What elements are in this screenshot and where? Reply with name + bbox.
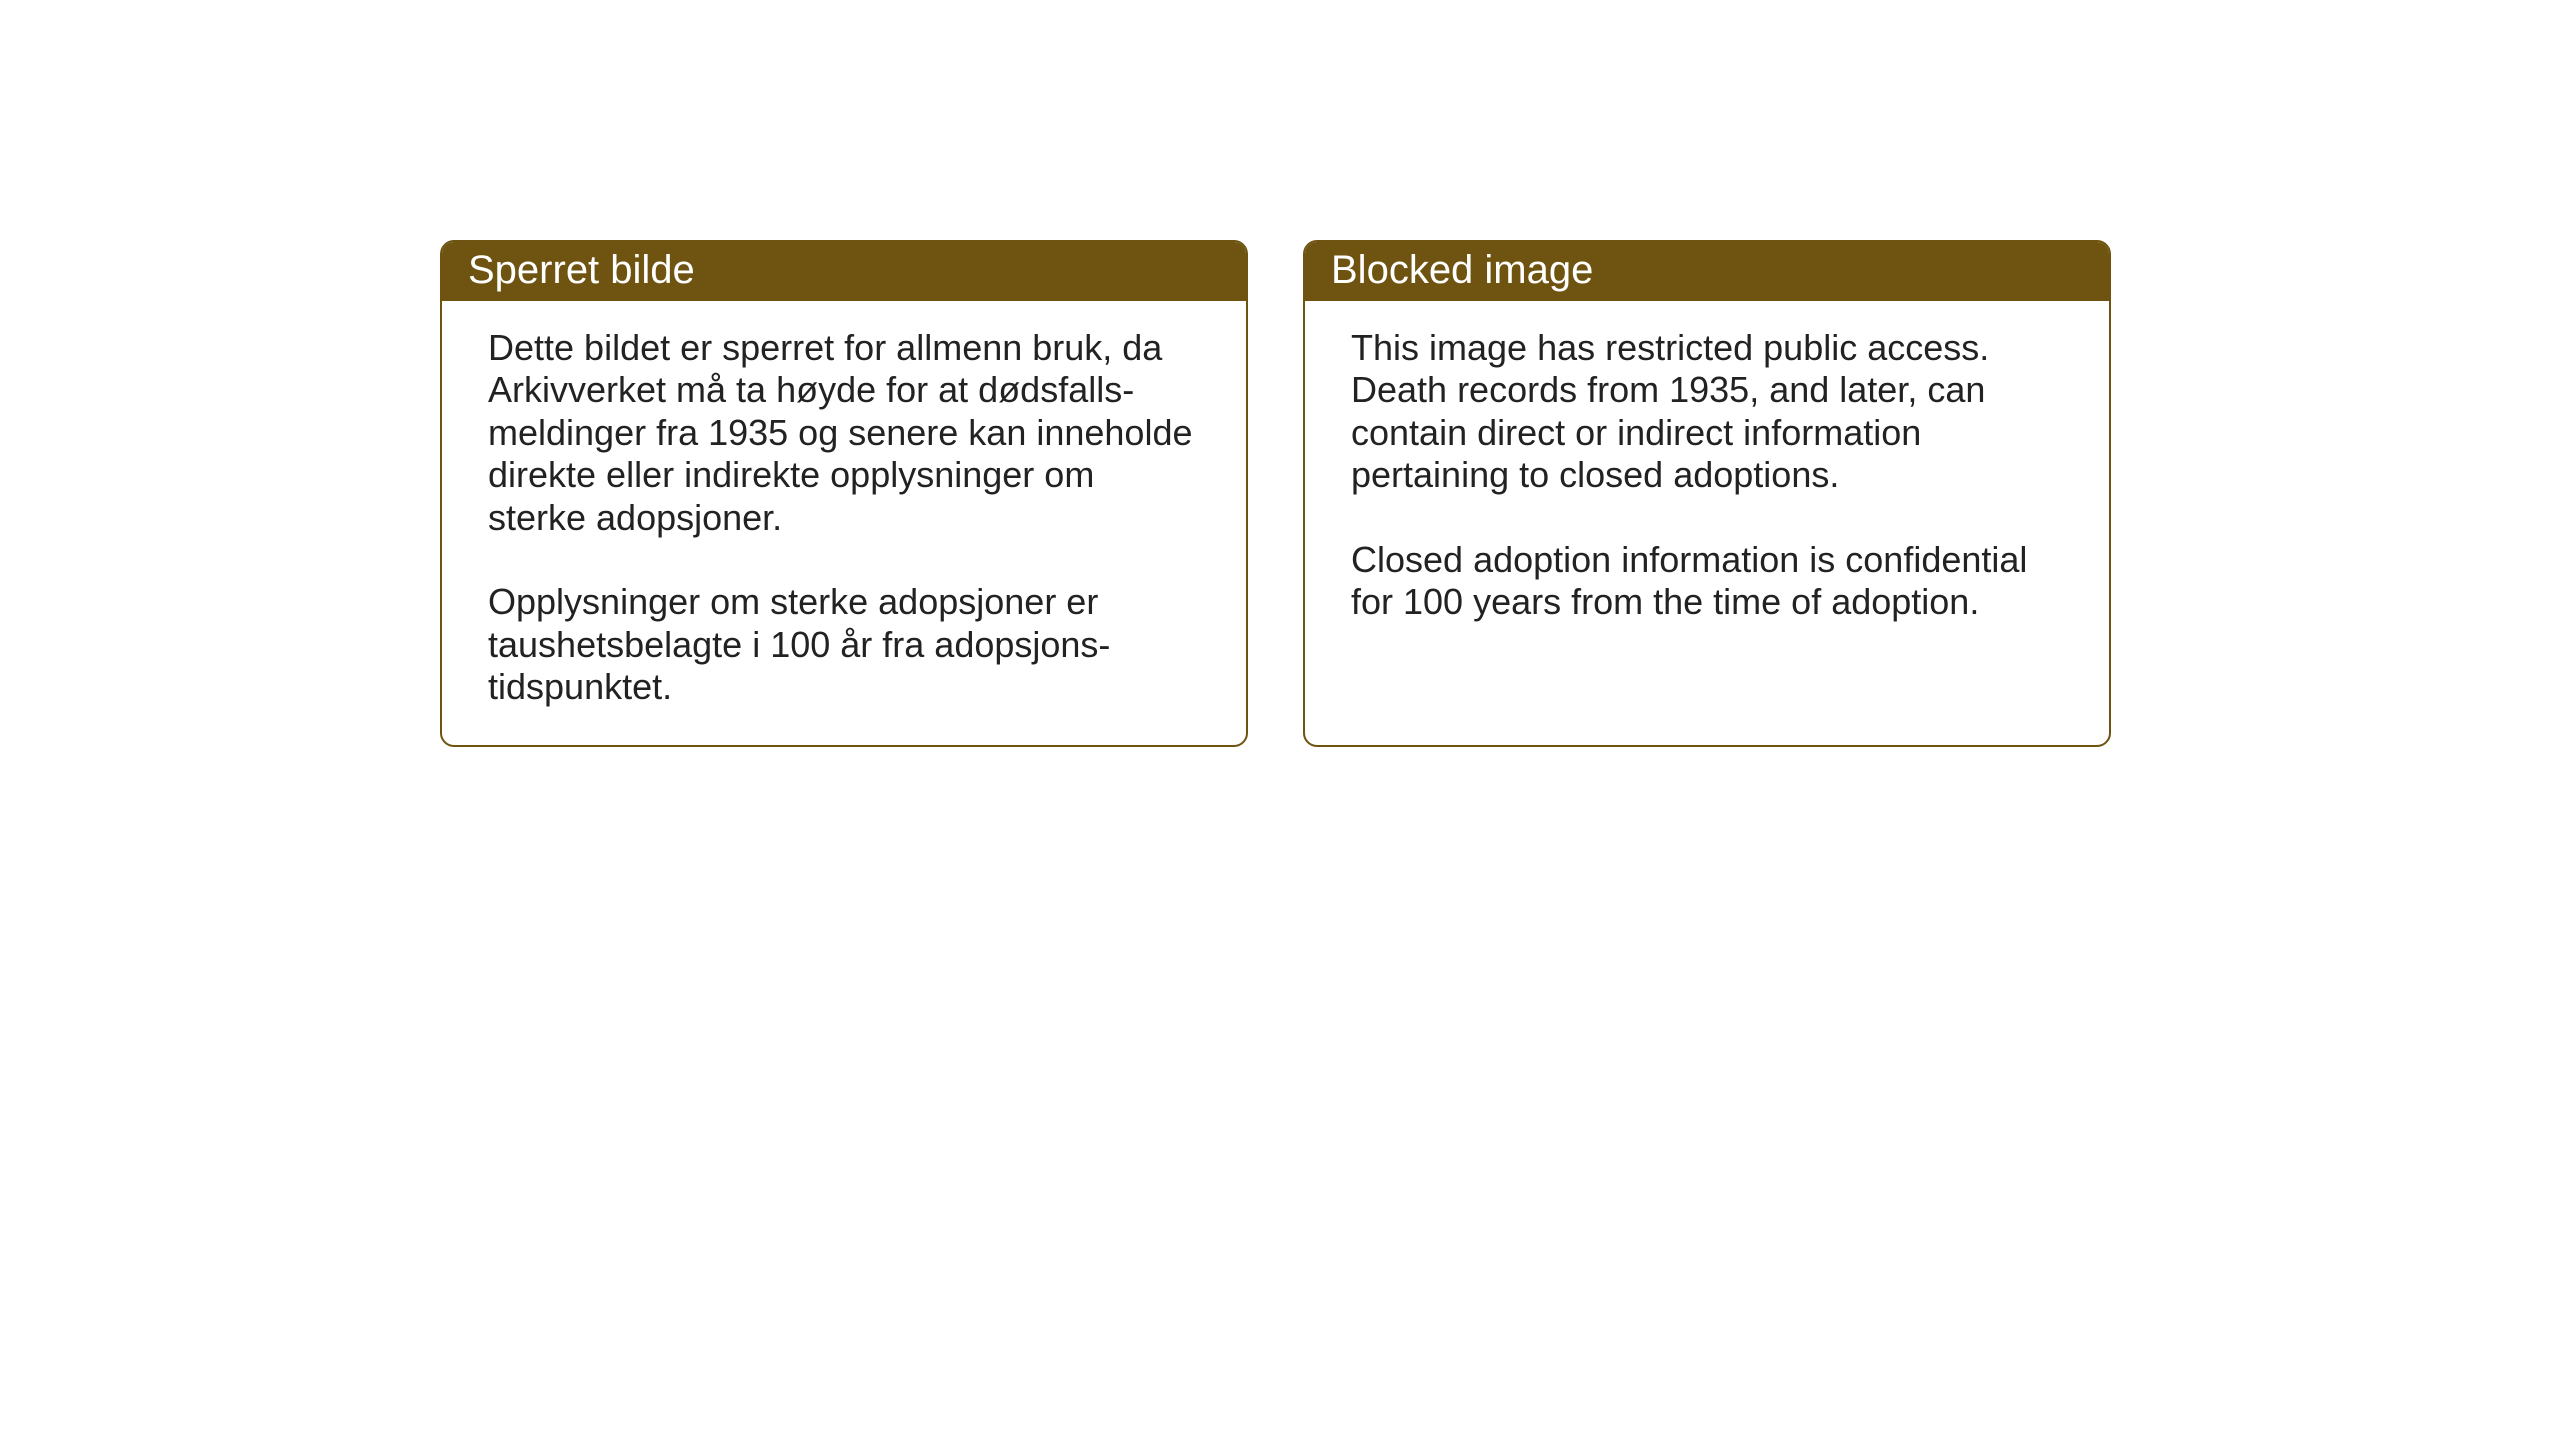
card-paragraph-english-2: Closed adoption information is confident… <box>1351 539 2063 624</box>
card-paragraph-norwegian-2: Opplysninger om sterke adopsjoner er tau… <box>488 581 1200 708</box>
card-english: Blocked image This image has restricted … <box>1303 240 2111 747</box>
cards-container: Sperret bilde Dette bildet er sperret fo… <box>0 0 2560 747</box>
card-norwegian: Sperret bilde Dette bildet er sperret fo… <box>440 240 1248 747</box>
card-title-english: Blocked image <box>1331 248 1593 292</box>
card-header-norwegian: Sperret bilde <box>442 242 1246 301</box>
card-paragraph-english-1: This image has restricted public access.… <box>1351 327 2063 497</box>
card-header-english: Blocked image <box>1305 242 2109 301</box>
card-paragraph-norwegian-1: Dette bildet er sperret for allmenn bruk… <box>488 327 1200 539</box>
card-title-norwegian: Sperret bilde <box>468 248 695 292</box>
card-body-english: This image has restricted public access.… <box>1305 301 2109 701</box>
card-body-norwegian: Dette bildet er sperret for allmenn bruk… <box>442 301 1246 745</box>
